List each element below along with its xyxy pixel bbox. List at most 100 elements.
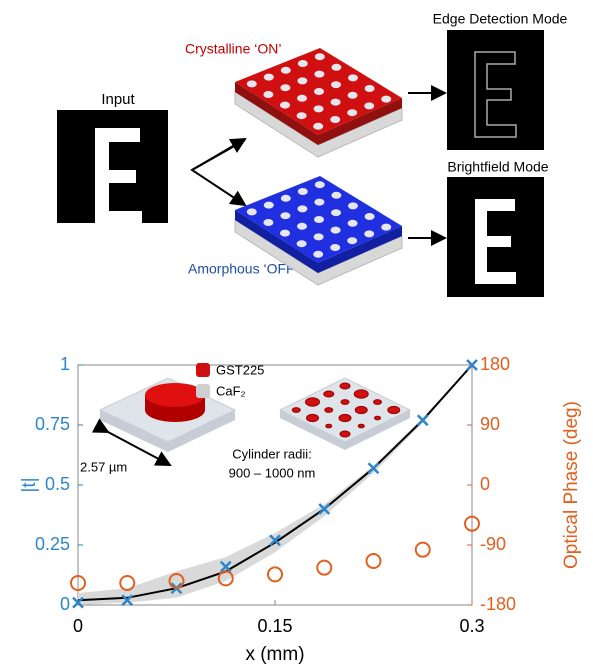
phase-marker [267,566,283,583]
hole [347,237,358,245]
legend-label: GST225 [216,362,264,377]
edge-label: Edge Detection Mode [433,11,568,27]
hole [347,219,358,227]
cylinder [357,423,365,429]
phase-marker [70,575,86,591]
off-label: Amorphous ‘OFF’ [188,261,298,277]
cylinder [354,405,368,415]
t-marker [466,359,478,371]
hole [297,188,308,195]
hole [381,95,392,103]
cylinder [353,389,369,399]
plate-side [235,82,402,145]
y2-tick-label: 0 [480,474,490,494]
radii-range: 900 – 1000 nm [229,465,316,480]
hole [280,212,291,220]
letter-e-edge [474,51,517,138]
hole [313,233,324,241]
hole [331,63,342,71]
phase-marker [168,573,185,589]
cylinder [325,423,333,429]
hole [297,60,308,67]
y-tick-label: 1 [60,354,70,374]
t-marker [121,594,134,607]
cylinder [338,413,352,423]
t-marker [219,560,232,573]
hole [314,216,324,223]
hole [313,250,324,258]
hole [314,88,324,95]
hole [331,191,342,199]
fit-line [77,364,473,602]
x-tick-label: 0 [73,616,83,636]
y-tick-label: 0 [60,594,70,614]
y2-tick-label: -180 [480,594,516,614]
cylinder [373,399,382,405]
legend-label: CaF₂ [216,383,246,398]
y-tick-label: 0.25 [35,534,70,554]
letter-e [475,199,516,284]
hole [314,70,325,78]
hole [297,77,308,85]
x-tick-label: 0.3 [459,616,484,636]
metasurfaces [234,48,403,286]
x-tick-label: 0.15 [257,616,292,636]
split-arrow [190,139,247,207]
input-image [57,110,168,223]
legend-swatch [196,363,210,377]
cylinder [340,399,350,405]
hole [263,73,274,81]
hole [297,205,308,213]
hole [347,109,358,117]
hole [364,230,375,238]
cell-size: 2.57 µm [80,459,127,474]
cylinder [291,407,301,413]
hole [297,94,307,102]
y-tick-label: 0.5 [45,474,70,494]
hole [330,98,341,106]
phase-marker [119,575,136,591]
hole [263,219,274,226]
phase-marker [316,559,333,576]
hole [263,91,274,98]
hole [246,80,257,88]
substrate-side [280,410,410,450]
hole [314,53,325,61]
cylinder [339,430,351,438]
hole [313,122,324,130]
t-marker [416,414,429,427]
x-axis-label: x (mm) [245,644,304,665]
on-label: Crystalline ‘ON’ [185,41,281,57]
hole [364,85,375,92]
hole [314,198,325,206]
input-label: Input [101,91,135,108]
diagram: Input Crystalline ‘ON’ Amorphous ‘OFF’ E… [57,11,568,297]
size-arrow [91,418,172,466]
cylinder [305,397,320,407]
cylinder [323,390,335,398]
hole [296,112,307,120]
hole [263,201,274,209]
y2-tick-label: 180 [480,354,510,374]
hole [381,223,392,231]
hole [348,74,358,82]
hole [347,91,358,99]
hole [331,81,341,89]
hole [296,240,307,248]
edge-image [447,30,544,150]
t-marker [72,596,84,609]
hole [280,101,290,109]
chart: 0 0.15 0.3 0 0.25 0.5 0.75 1 -180 -90 0 90 180 x (mm)… [19,354,582,665]
hole [314,181,325,189]
t-marker [367,462,380,475]
letter-e [95,128,142,225]
phase-marker [217,570,234,587]
phase-marker [464,515,480,532]
bright-label: Brightfield Mode [447,159,548,175]
hole [280,194,291,202]
hole [330,244,341,251]
y2-tick-label: -90 [480,534,506,554]
y-tick-label: 0.75 [35,414,70,434]
hole [364,102,375,110]
